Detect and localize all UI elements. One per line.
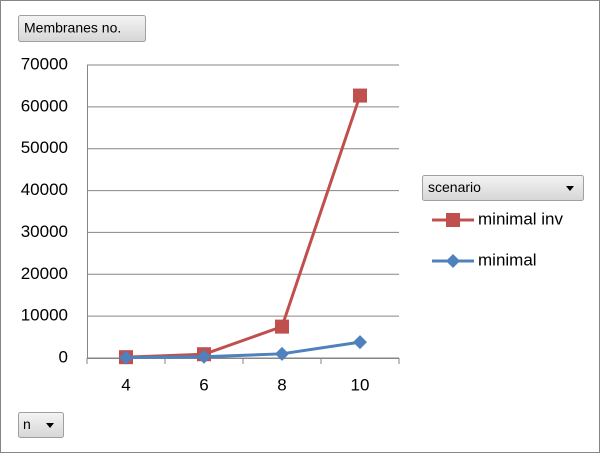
marker [197,349,211,364]
legend-marker [446,213,460,227]
x-tick-label: 8 [277,375,286,394]
button-label: scenario [428,179,481,195]
y-tick-label: 30000 [21,222,68,241]
dropdown-arrow [566,186,574,191]
y-tick-label: 20000 [21,264,68,283]
x-tick-label: 10 [351,375,370,394]
marker [353,88,367,103]
legend-marker [446,254,460,268]
button-label: n [23,416,31,432]
button-frame [422,175,584,201]
y-tick-label: 50000 [21,138,68,157]
legend-field-button[interactable]: scenario [422,175,584,201]
value-field-button[interactable]: Membranes no. [18,15,146,42]
button-frame [18,412,64,438]
marker [119,350,133,365]
button-label: Membranes no. [24,20,121,36]
y-tick-label: 0 [59,347,68,366]
legend-label: minimal inv [478,209,564,228]
marker [275,319,289,334]
axis-field-button[interactable]: n [18,412,64,438]
marker [275,346,289,361]
dropdown-arrow [46,423,54,428]
marker [353,335,367,350]
y-tick-label: 40000 [21,180,68,199]
y-tick-label: 70000 [21,54,68,73]
series-line [125,340,361,360]
button-frame [18,15,146,42]
legend-label: minimal [478,250,537,269]
x-tick-label: 4 [121,375,130,394]
y-tick-label: 10000 [21,306,68,325]
y-tick-label: 60000 [21,96,68,115]
x-tick-label: 6 [199,375,208,394]
